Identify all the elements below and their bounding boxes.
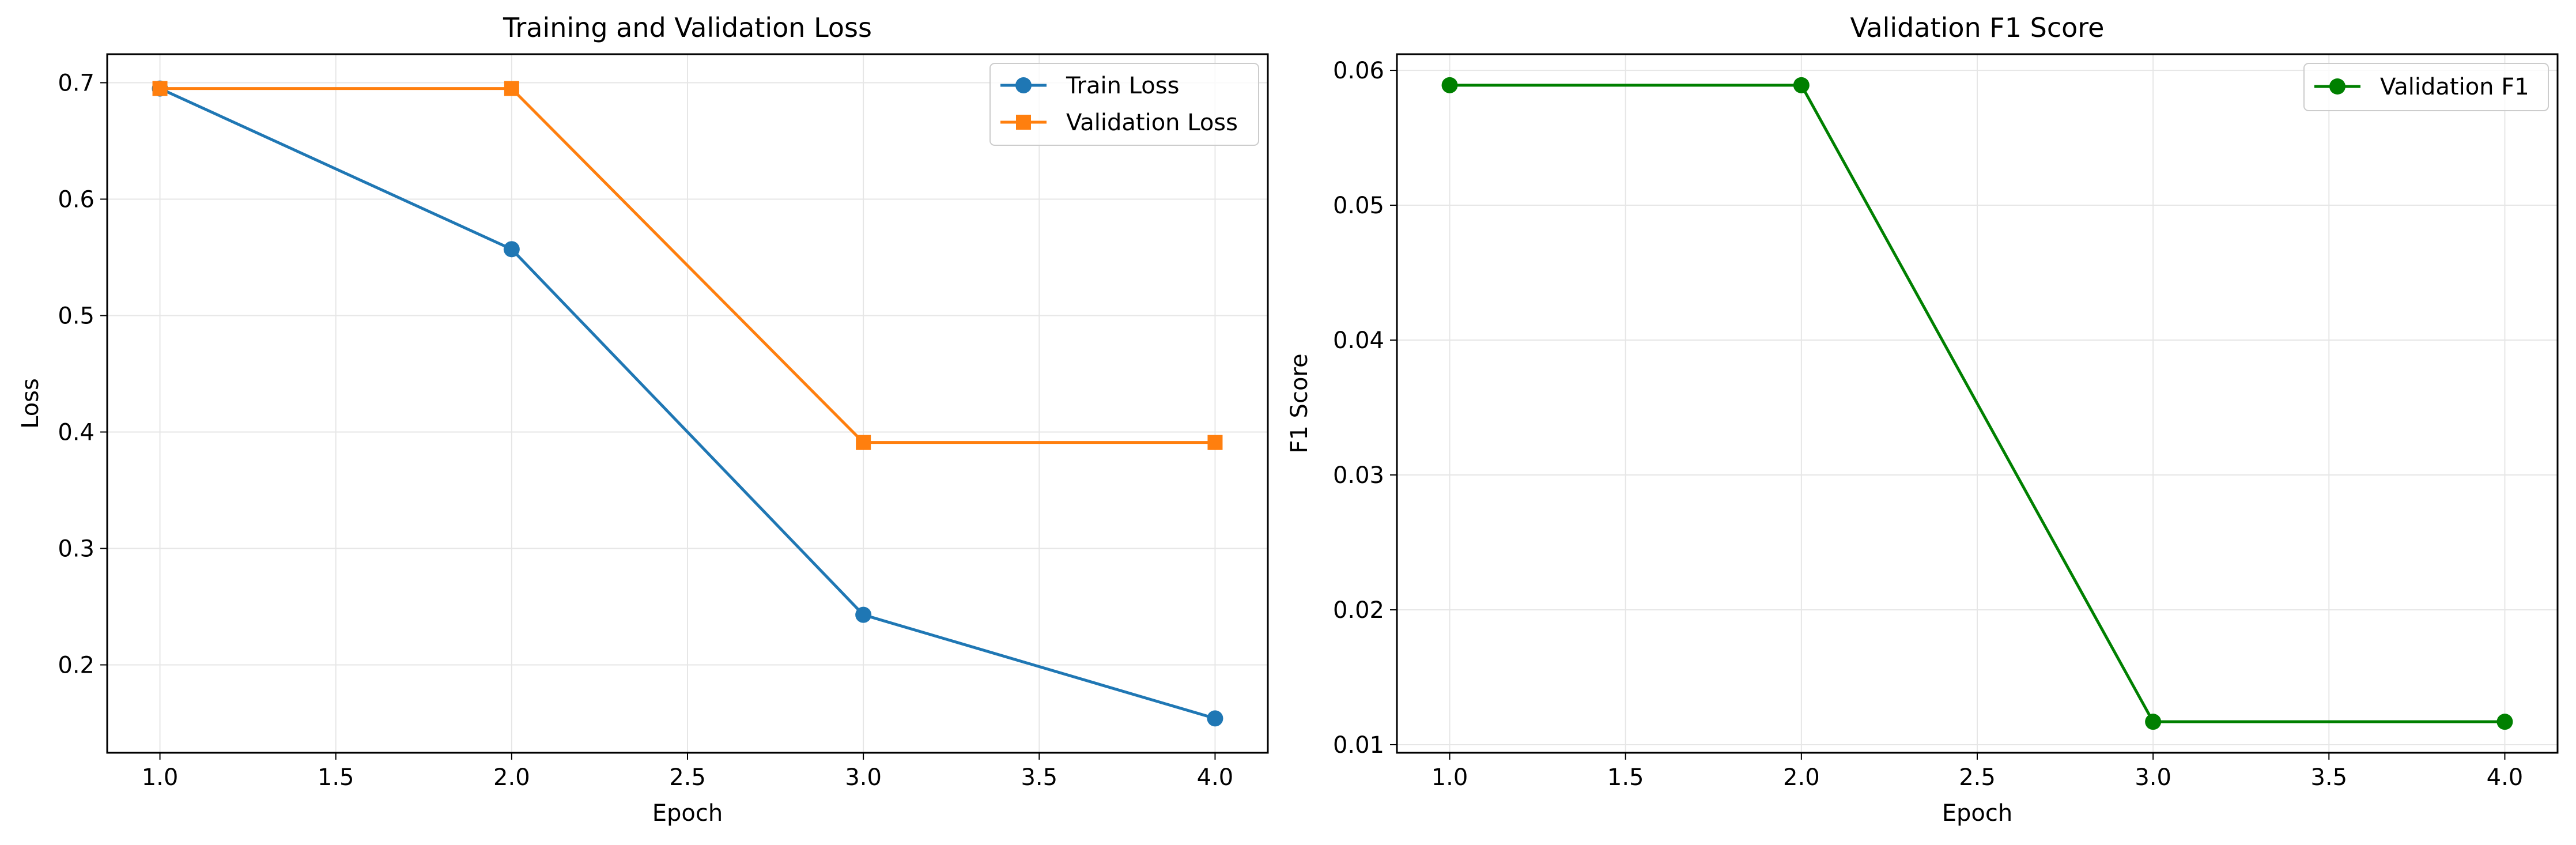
train-loss-point (503, 241, 520, 258)
y-tick-label: 0.3 (58, 535, 95, 562)
legend-validation-f1-label: Validation F1 (2380, 74, 2529, 100)
y-tick-label: 0.7 (58, 70, 95, 96)
loss-x-axis-label: Epoch (652, 800, 723, 827)
x-tick-label: 2.5 (669, 764, 706, 791)
x-tick-label: 1.0 (142, 764, 179, 791)
legend-validation-loss-marker (1016, 115, 1031, 130)
validation-loss-point (152, 81, 168, 96)
validation-f1-point (1441, 77, 1458, 93)
f1-chart: 1.0 1.5 2.0 2.5 3.0 3.5 4.0 0.010.020.030.040.… (1286, 12, 2559, 827)
train-loss-line (159, 87, 1216, 720)
loss-y-axis-label: Loss (17, 378, 44, 429)
validation-loss-point (504, 81, 519, 96)
loss-series (152, 80, 1223, 727)
loss-x-ticks: 1.0 1.5 2.0 2.5 3.0 3.5 4.0 (142, 753, 1234, 791)
x-tick-label: 2.0 (493, 764, 530, 791)
loss-legend-box (989, 63, 1259, 146)
y-tick-label: 0.6 (58, 186, 95, 213)
x-tick-label: 2.0 (1783, 764, 1820, 791)
y-tick-label: 0.2 (58, 652, 95, 678)
x-tick-label: 1.5 (1607, 764, 1644, 791)
f1-y-ticks: 0.01 0.02 0.03 0.04 0.05 0.06 (1333, 58, 1397, 759)
legend-train-loss-label: Train Loss (1066, 73, 1179, 99)
x-tick-label: 3.5 (1021, 764, 1057, 791)
legend-validation-f1-marker (2329, 78, 2345, 95)
f1-grid (1397, 54, 2558, 753)
f1-legend-box (2303, 63, 2549, 111)
y-tick-label: 0.02 (1333, 597, 1384, 624)
f1-x-ticks: 1.0 1.5 2.0 2.5 3.0 3.5 4.0 (1431, 753, 2524, 791)
y-tick-label: 0.03 (1333, 462, 1384, 489)
validation-f1-line (1449, 84, 2505, 723)
f1-series (1441, 77, 2513, 730)
x-tick-label: 2.5 (1959, 764, 1996, 791)
legend-validation-loss-label: Validation Loss (1066, 110, 1238, 136)
y-tick-label: 0.05 (1333, 193, 1384, 219)
loss-legend: Train Loss Validation Loss (989, 63, 1259, 146)
x-tick-label: 3.0 (845, 764, 882, 791)
loss-chart: 1.0 1.5 2.0 2.5 3.0 3.5 4.0 0.2 0.3 0.4 0.5 0.6 0.7… (17, 12, 1269, 827)
y-tick-label: 0.06 (1333, 58, 1384, 84)
validation-loss-point (856, 435, 871, 450)
validation-f1-point (1793, 77, 1810, 93)
legend-train-loss-marker (1015, 77, 1032, 93)
x-tick-label: 3.0 (2135, 764, 2171, 791)
x-tick-label: 4.0 (1197, 764, 1234, 791)
x-tick-label: 4.0 (2487, 764, 2524, 791)
f1-chart-title: Validation F1 Score (1850, 12, 2105, 43)
validation-f1-point (2496, 714, 2513, 730)
y-tick-label: 0.4 (58, 419, 95, 446)
loss-y-ticks: 0.2 0.3 0.4 0.5 0.6 0.7 (58, 70, 107, 678)
y-tick-label: 0.04 (1333, 327, 1384, 354)
validation-f1-point (2145, 714, 2162, 730)
train-loss-point (855, 606, 872, 623)
f1-y-axis-label: F1 Score (1286, 353, 1313, 453)
x-tick-label: 3.5 (2310, 764, 2347, 791)
y-tick-label: 0.5 (58, 303, 95, 329)
validation-loss-line (160, 87, 1215, 444)
f1-x-axis-label: Epoch (1942, 800, 2012, 827)
x-tick-label: 1.5 (318, 764, 354, 791)
f1-legend: Validation F1 (2303, 63, 2549, 111)
y-tick-label: 0.01 (1333, 732, 1384, 759)
train-loss-point (1207, 710, 1223, 727)
loss-chart-title: Training and Validation Loss (503, 12, 872, 43)
validation-loss-point (1207, 435, 1223, 450)
x-tick-label: 1.0 (1431, 764, 1468, 791)
